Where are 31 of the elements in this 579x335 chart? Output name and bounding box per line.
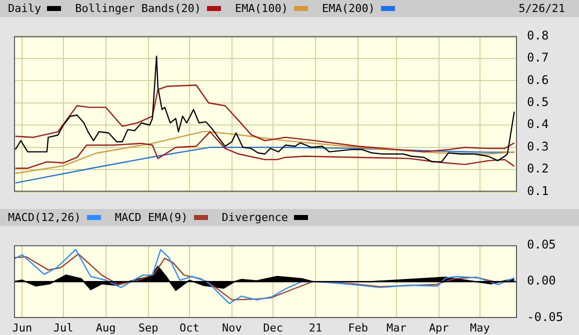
legend-label: Bollinger Bands(20) (75, 2, 202, 15)
y-tick-label: 0.6 (527, 72, 549, 87)
y-tick-label: 0.3 (527, 139, 549, 154)
y-tick-label: 0.05 (527, 237, 556, 252)
x-tick-label: Nov (222, 321, 242, 334)
y-tick-label: 0.8 (527, 28, 549, 42)
x-tick-label: Jun (12, 321, 32, 334)
legend-label: EMA(200) (322, 2, 376, 15)
y-tick-label: 0.4 (527, 117, 549, 132)
y-tick-label: 0.7 (527, 50, 549, 65)
x-tick-label: Sep (138, 321, 158, 334)
x-tick-label: Dec (263, 321, 283, 334)
x-tick-label: Aug (96, 321, 116, 334)
x-tick-label: May (470, 321, 490, 334)
legend-label: Divergence (222, 211, 289, 224)
x-tick-label: Mar (386, 321, 407, 334)
y-tick-label: 0.1 (527, 184, 549, 198)
y-tick-label: 0.2 (527, 162, 549, 176)
legend-label: EMA(100) (234, 2, 289, 15)
x-tick-label: Jul (53, 321, 74, 334)
text: 5/26/21 (518, 1, 565, 17)
legend-label: MACD(12,26) (8, 211, 82, 224)
y-tick-label: 0.00 (527, 274, 556, 288)
y-tick-label: -0.05 (527, 310, 564, 324)
legend-label: MACD EMA(9) (114, 211, 189, 224)
x-tick-label: 21 (308, 321, 322, 334)
x-tick-label: Oct (179, 321, 200, 334)
x-tick-label: Feb (348, 321, 368, 334)
y-tick-label: 0.5 (527, 95, 549, 110)
x-tick-label: Apr (428, 321, 450, 334)
legend-label: Daily (8, 2, 42, 15)
